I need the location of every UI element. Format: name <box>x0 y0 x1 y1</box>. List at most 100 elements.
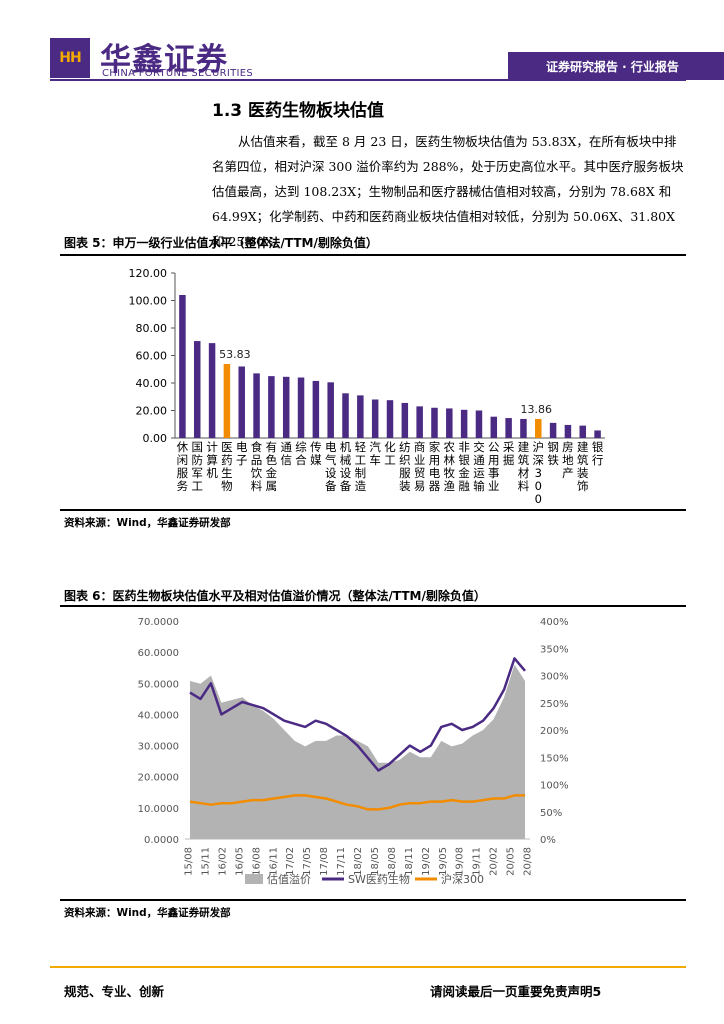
line-chart-x-tick-label: 19/08 <box>455 847 466 876</box>
bar-chart-category-label: 电气设备 <box>325 440 337 493</box>
line-chart-right-tick-label: 300% <box>540 672 569 683</box>
bar-chart-category-label: 休闲服务 <box>177 440 189 493</box>
line-chart-left-tick-label: 0.0000 <box>144 835 179 846</box>
bar-chart-category-label: 通信 <box>280 440 292 467</box>
figure6-source: 资料来源：Wind，华鑫证券研发部 <box>64 907 231 919</box>
legend-swatch-premium <box>245 874 263 884</box>
line-chart-x-tick-label: 18/02 <box>353 847 364 876</box>
bar-chart-category-label: 商业贸易 <box>414 440 426 493</box>
legend-label: SW医药生物 <box>348 872 410 886</box>
line-chart-pharma-valuation: 0.0000 10.0000 20.0000 30.0000 40.0000 50.000… <box>138 617 569 886</box>
line-chart-x-tick-label: 17/02 <box>285 847 296 876</box>
bar-chart-category-label: 传媒 <box>310 440 322 467</box>
bar-chart-bar <box>505 418 512 438</box>
line-chart-x-tick-label: 18/08 <box>387 847 398 876</box>
line-chart-left-tick-label: 20.0000 <box>138 773 179 784</box>
line-chart-x-tick-label: 16/02 <box>217 847 228 876</box>
line-chart-left-tick-label: 60.0000 <box>138 648 179 659</box>
bar-chart-y-tick-label: 60.00 <box>136 350 168 363</box>
bar-chart-bar <box>342 393 349 438</box>
bar-chart-category-label: 采掘 <box>503 440 515 467</box>
bar-chart-category-label: 化工 <box>384 440 396 467</box>
bar-chart-category-label: 国防军工 <box>191 440 203 493</box>
bar-chart-bar <box>475 410 483 438</box>
line-chart-x-tick-label: 16/05 <box>234 847 245 876</box>
csi300-line <box>189 794 525 811</box>
legend-label: 估值溢价 <box>267 872 311 886</box>
line-chart-right-tick-label: 400% <box>540 617 569 628</box>
bar-chart-category-label: 农林牧渔 <box>444 440 456 493</box>
bar-chart-bar <box>208 343 216 438</box>
footer-divider <box>50 966 686 968</box>
bar-chart-bar <box>460 409 468 438</box>
sw-pharma-line <box>189 657 526 772</box>
bar-chart-category-label: 医药生物 <box>221 440 233 493</box>
line-chart-left-tick-label: 70.0000 <box>138 617 179 628</box>
bar-chart-bar <box>253 373 260 438</box>
bar-chart-category-label: 家用电器 <box>429 440 441 493</box>
bar-chart-category-label: 纺织服装 <box>399 440 411 493</box>
premium-area <box>190 664 525 839</box>
bar-chart-bar <box>386 400 394 438</box>
figure5-bottom-rule <box>60 509 686 511</box>
bar-chart-data-label: 53.83 <box>219 348 251 361</box>
brand-name-cn: 华鑫证券 <box>100 42 228 78</box>
bar-chart-category-label: 机械设备 <box>340 440 352 493</box>
bar-chart-bar <box>223 363 231 438</box>
section-title: 1.3 医药生物板块估值 <box>212 101 385 121</box>
report-type-label: 证券研究报告 · 行业报告 <box>546 60 679 74</box>
line-chart-right-tick-label: 100% <box>540 781 569 792</box>
report-type-banner: 证券研究报告 · 行业报告 <box>508 52 724 80</box>
bar-chart-bar <box>535 418 542 438</box>
bar-chart-bar <box>268 376 275 438</box>
line-chart-x-tick-label: 19/02 <box>421 847 432 876</box>
bar-chart-bar <box>579 425 587 438</box>
bar-chart-bar <box>416 406 423 438</box>
figure6-title: 图表 6：医药生物板块估值水平及相对估值溢价情况（整体法/TTM/剔除负值） <box>64 589 486 603</box>
bar-chart-bar <box>357 395 364 438</box>
bar-chart-category-label: 计算机 <box>206 440 218 480</box>
line-chart-x-tick-label: 16/08 <box>251 847 262 876</box>
bar-chart-bar <box>594 430 601 438</box>
line-chart-right-tick-label: 50% <box>540 808 562 819</box>
line-chart-x-tick-label: 18/05 <box>370 847 381 876</box>
body-paragraph: 从估值来看，截至 8 月 23 日，医药生物板块估值为 53.83X，在所有板块… <box>212 134 684 249</box>
bar-chart-y-tick-label: 80.00 <box>136 322 168 335</box>
figure5-source: 资料来源：Wind，华鑫证券研发部 <box>64 517 231 529</box>
bar-chart-category-label: 建筑装饰 <box>577 440 589 493</box>
bar-chart-y-tick-label: 0.00 <box>143 432 168 445</box>
bar-chart-y-tick-label: 120.00 <box>129 267 168 280</box>
bar-chart-bar <box>193 341 201 438</box>
bar-chart-data-label: 13.86 <box>521 403 553 416</box>
page-number: 5 <box>592 984 602 999</box>
bar-chart-category-label: 房地产 <box>562 440 574 480</box>
bar-chart-category-label: 综合 <box>295 440 307 467</box>
bar-chart-category-label: 公用事业 <box>488 440 500 493</box>
bar-chart-y-tick-label: 40.00 <box>136 377 168 390</box>
bar-chart-bar <box>297 377 305 438</box>
figure5-top-rule <box>60 254 686 256</box>
bar-chart-category-label: 银行 <box>592 440 604 467</box>
brand-name-en: CHINA FORTUNE SECURITIES <box>102 68 253 79</box>
bar-chart-bar <box>446 408 453 438</box>
bar-chart-bar <box>327 382 334 438</box>
line-chart-x-tick-label: 17/08 <box>319 847 330 876</box>
line-chart-x-tick-label: 20/02 <box>489 847 500 876</box>
bar-chart-category-label: 建筑材料 <box>518 440 530 493</box>
line-chart-left-tick-label: 30.0000 <box>138 742 179 753</box>
line-chart-right-tick-label: 250% <box>540 699 569 710</box>
logo-mark: HH <box>59 50 81 66</box>
bar-chart-bar <box>282 376 290 438</box>
header-divider <box>50 79 686 81</box>
line-chart-x-tick-label: 15/11 <box>200 847 211 876</box>
bar-chart-bar <box>431 407 438 438</box>
bar-chart-bar <box>401 402 409 438</box>
bar-chart-y-tick-label: 20.00 <box>136 405 168 418</box>
line-chart-right-tick-label: 150% <box>540 753 569 764</box>
line-chart-x-tick-label: 20/05 <box>506 847 517 876</box>
figure6-top-rule <box>60 605 686 607</box>
bar-chart-y-tick-label: 100.00 <box>129 295 168 308</box>
line-chart-x-tick-label: 17/11 <box>336 847 347 876</box>
line-chart-right-tick-label: 0% <box>540 835 556 846</box>
line-chart-x-tick-label: 19/11 <box>472 847 483 876</box>
